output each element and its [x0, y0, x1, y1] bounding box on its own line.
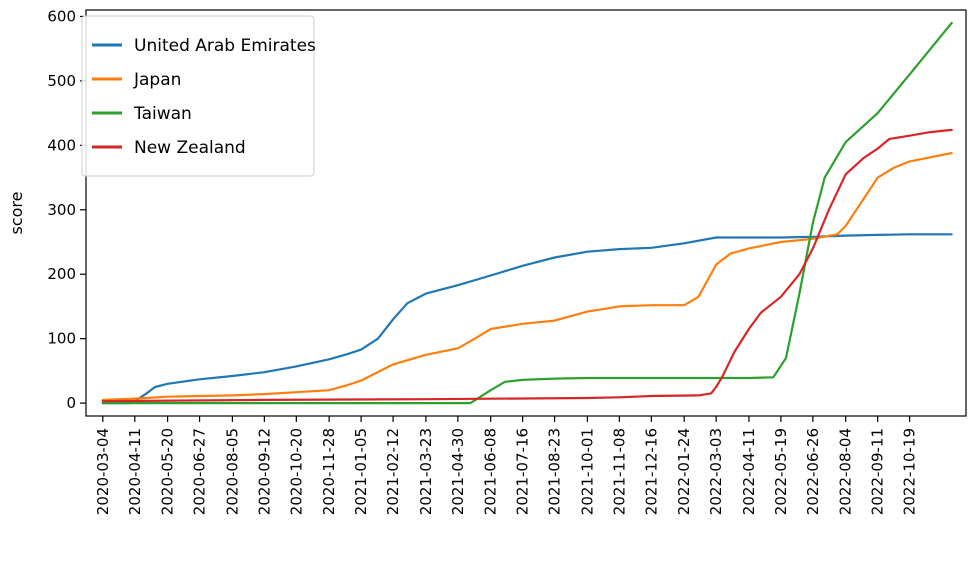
x-tick-label: 2021-01-05	[352, 428, 370, 515]
x-tick-label: 2022-08-04	[837, 428, 855, 515]
x-tick-label: 2020-11-28	[320, 428, 338, 515]
x-tick-label: 2020-08-05	[223, 428, 241, 515]
x-tick-label: 2022-03-03	[707, 428, 725, 515]
y-tick-label: 600	[47, 7, 76, 25]
x-tick-label: 2022-06-26	[804, 428, 822, 515]
x-tick-label: 2021-03-23	[417, 428, 435, 515]
x-tick-label: 2022-05-19	[772, 428, 790, 515]
legend-label: New Zealand	[134, 138, 246, 158]
series-line-japan	[101, 152, 953, 401]
x-tick-label: 2021-07-16	[514, 428, 532, 515]
series-line-new-zealand	[101, 128, 953, 403]
legend-box	[81, 15, 315, 177]
x-tick-label: 2020-03-04	[94, 428, 112, 515]
x-tick-label: 2021-04-30	[449, 428, 467, 515]
y-tick-label: 500	[47, 72, 76, 90]
y-axis-label: score	[7, 192, 26, 235]
legend-label: United Arab Emirates	[134, 36, 316, 56]
x-tick-label: 2022-04-11	[740, 428, 758, 515]
plot-frame	[85, 9, 967, 417]
series-layer	[101, 21, 953, 405]
x-tick-label: 2021-02-12	[384, 428, 402, 515]
y-tick-label: 300	[47, 201, 76, 219]
y-tick-label: 400	[47, 136, 76, 154]
legend-label: Taiwan	[133, 104, 192, 124]
y-tick-label: 0	[66, 394, 76, 412]
series-line-united-arab-emirates	[101, 233, 953, 405]
legend-label: Japan	[133, 70, 181, 90]
x-axis: 2020-03-04 2020-04-11 2020-05-20 2020-06-27…	[94, 416, 919, 515]
x-tick-label: 2022-09-11	[869, 428, 887, 515]
x-tick-label: 2020-09-12	[255, 428, 273, 515]
y-axis: 0 100 200 300 400 500 600	[47, 7, 86, 412]
x-tick-label: 2020-05-20	[159, 428, 177, 515]
x-tick-label: 2022-10-19	[901, 428, 919, 515]
x-tick-label: 2020-10-20	[287, 428, 305, 515]
x-tick-label: 2021-12-16	[642, 428, 660, 515]
x-tick-label: 2021-11-08	[610, 428, 628, 515]
y-tick-label: 200	[47, 265, 76, 283]
x-tick-label: 2021-10-01	[578, 428, 596, 515]
series-line-taiwan	[101, 21, 953, 405]
legend: United Arab Emirates Japan Taiwan New Zeala…	[81, 15, 316, 177]
x-tick-label: 2021-08-23	[546, 428, 564, 515]
x-tick-label: 2022-01-24	[675, 428, 693, 515]
x-tick-label: 2020-04-11	[126, 428, 144, 515]
y-tick-label: 100	[47, 330, 76, 348]
x-tick-label: 2021-06-08	[482, 428, 500, 515]
x-tick-label: 2020-06-27	[191, 428, 209, 515]
